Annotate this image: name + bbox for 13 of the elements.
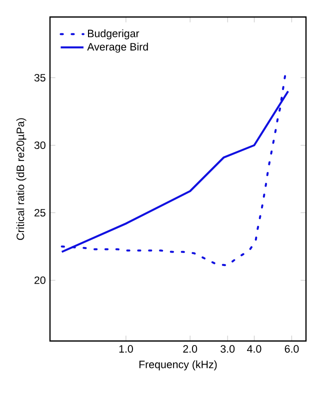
legend-label: Average Bird (87, 42, 148, 53)
y-axis-title: Critical ratio (dB re20µPa) (16, 118, 26, 240)
x-tick-label: 6.0 (284, 345, 299, 353)
x-tick-label: 2.0 (183, 345, 198, 353)
x-tick-label: 3.0 (220, 345, 235, 353)
legend-label: Budgerigar (88, 29, 140, 40)
x-axis-title: Frequency (kHz) (139, 360, 217, 370)
y-tick-label: 20 (34, 276, 46, 284)
x-tick-label: 1.0 (119, 345, 133, 353)
y-tick-label: 30 (34, 141, 46, 150)
x-tick-label: 4.0 (247, 345, 262, 353)
y-tick-label: 35 (34, 74, 46, 82)
y-tick-label: 25 (34, 208, 46, 217)
